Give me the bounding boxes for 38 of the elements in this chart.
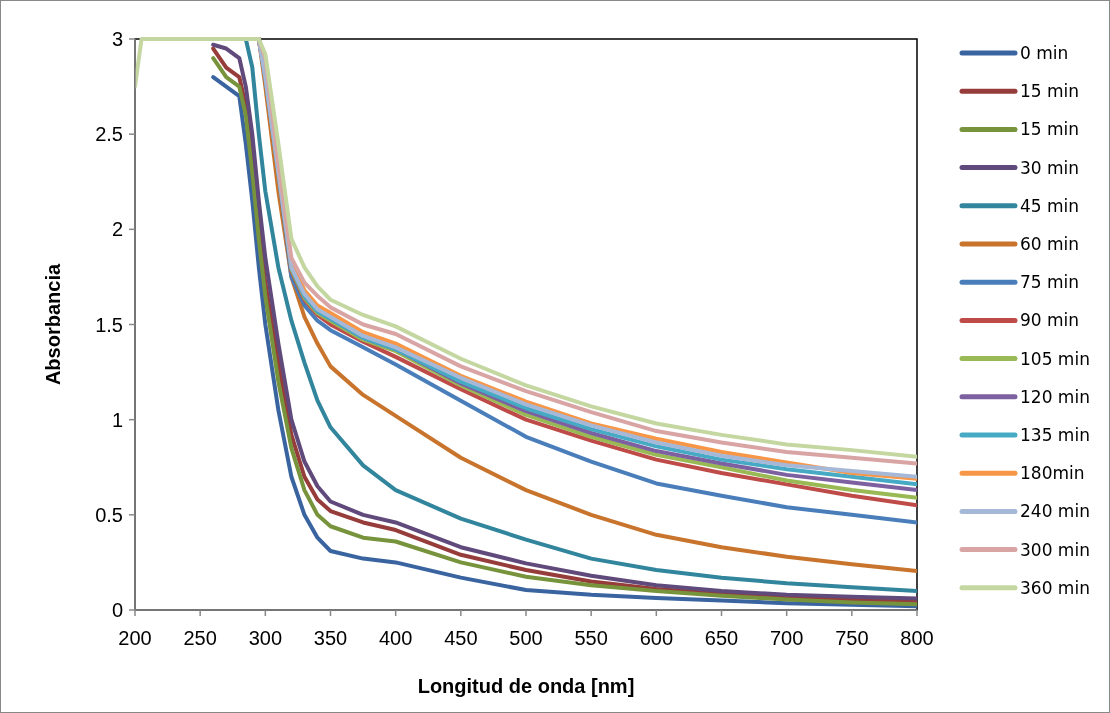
legend-label: 30 min [1020,157,1080,178]
x-tick-label: 600 [639,627,674,649]
legend-label: 300 min [1020,539,1090,560]
x-tick-label: 650 [704,627,739,649]
x-tick-label: 500 [509,627,543,649]
legend-label: 75 min [1020,272,1080,293]
y-tick-label: 1 [111,408,123,431]
x-tick-label: 450 [444,627,478,649]
x-tick-label: 800 [900,627,934,649]
legend-label: 240 min [1020,501,1090,522]
legend-label: 45 min [1020,195,1080,216]
y-tick-label: 0.5 [95,503,123,526]
y-axis-title: Absorbancia [42,263,64,386]
y-tick-label: 3 [111,28,123,50]
legend-label: 15 min [1020,119,1080,140]
y-tick-label: 1.5 [95,313,123,336]
legend-label: 180min [1020,463,1085,484]
y-tick-label: 2 [111,218,123,241]
x-tick-label: 550 [574,627,608,649]
y-tick-label: 0 [111,599,123,621]
x-tick-label: 750 [835,627,869,649]
legend-label: 15 min [1020,81,1080,102]
legend-label: 0 min [1020,42,1069,63]
x-tick-label: 200 [118,627,152,649]
legend-label: 120 min [1020,386,1090,407]
legend-label: 105 min [1020,348,1090,369]
legend-label: 135 min [1020,424,1090,445]
legend-label: 90 min [1020,310,1080,331]
legend-label: 360 min [1020,577,1090,598]
x-tick-label: 350 [313,627,348,649]
x-tick-label: 700 [769,627,804,649]
x-tick-label: 300 [248,627,283,649]
line-series [135,37,917,459]
x-tick-label: 400 [378,627,413,649]
x-axis-title: Longitud de onda [nm] [417,675,635,697]
x-tick-label: 250 [183,627,217,649]
legend-label: 60 min [1020,233,1080,254]
y-tick-label: 2.5 [95,123,123,146]
